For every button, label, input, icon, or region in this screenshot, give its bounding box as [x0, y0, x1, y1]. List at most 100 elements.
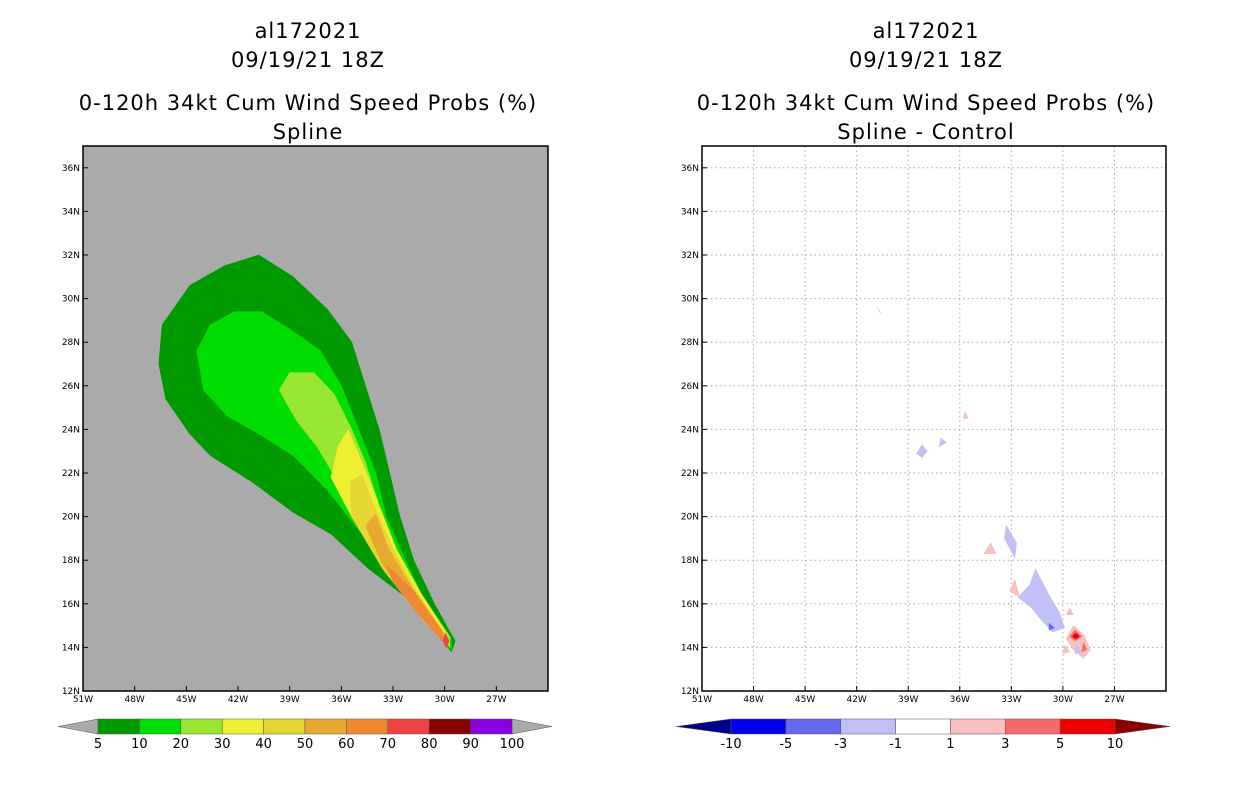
y-tick-label: 22N: [62, 469, 80, 479]
x-tick-label: 42W: [846, 695, 866, 705]
contour-level-1: [962, 411, 969, 419]
colorbar-swatch: [97, 718, 140, 735]
panel-spline: al172021 09/19/21 18Z 0-120h 34kt Cum Wi…: [57, 19, 553, 752]
x-tick-label: 33W: [1001, 695, 1021, 705]
contour-level-1: [1066, 607, 1074, 616]
colorbar-label: 60: [338, 737, 355, 752]
colorbar-label: 10: [131, 737, 148, 752]
y-tick-label: 32N: [62, 251, 80, 261]
chart-subtitle: Spline - Control: [837, 120, 1014, 144]
x-tick-label: 39W: [279, 695, 299, 705]
y-tick-label: 34N: [681, 207, 699, 217]
plot-area: 51W 48W 45W 42W 39W 36W 33W 30W 27W 12N 14N 16N 18N 2…: [62, 145, 549, 705]
colorbar-label: 80: [421, 737, 438, 752]
colorbar-swatch: [1059, 718, 1116, 735]
x-tick-label: 51W: [73, 695, 93, 705]
x-tick-label: 30W: [1053, 695, 1073, 705]
colorbar-label: 10: [1107, 737, 1124, 752]
contour-level-minus1: [938, 437, 947, 448]
colorbar-high-arrow: [1114, 718, 1171, 735]
x-tick-label: 30W: [434, 695, 454, 705]
colorbar-label: 1: [946, 737, 954, 752]
y-tick-label: 30N: [681, 295, 699, 305]
contour-level-1: [983, 542, 997, 555]
colorbar-swatch: [730, 718, 787, 735]
contour-level-minus1: [1074, 644, 1083, 655]
chart-subtitle: Spline: [273, 120, 344, 144]
y-tick-label: 14N: [62, 643, 80, 653]
colorbar-swatch: [139, 718, 182, 735]
y-tick-label: 16N: [62, 600, 80, 610]
y-tick-label: 20N: [62, 513, 80, 523]
contour-level-minus1: [1017, 568, 1065, 633]
contour-level-60: [385, 564, 447, 646]
y-tick-label: 28N: [681, 338, 699, 348]
contour-level-minus1: [916, 444, 928, 459]
colorbar-swatch: [387, 718, 430, 735]
plot-area: 51W 48W 45W 42W 39W 36W 33W 30W 27W 12N 14N 16N 18N 2…: [681, 145, 1167, 705]
colorbar-label: -10: [720, 737, 741, 752]
colorbar-swatch: [180, 718, 223, 735]
plot-frame: [701, 145, 1167, 692]
datetime-title: 09/19/21 18Z: [231, 48, 385, 72]
contour-level-minus1: [1004, 524, 1017, 559]
x-tick-label: 27W: [1104, 695, 1124, 705]
contour-level-70: [442, 632, 450, 648]
y-tick-label: 24N: [681, 425, 699, 435]
colorbar-label: 3: [1001, 737, 1009, 752]
colorbar-label: 90: [462, 737, 479, 752]
plot-background: [702, 146, 1166, 691]
y-tick-label: 26N: [681, 382, 699, 392]
colorbar-label: 30: [214, 737, 231, 752]
x-tick-label: 45W: [176, 695, 196, 705]
x-tick-label: 48W: [743, 695, 763, 705]
y-tick-label: 36N: [681, 164, 699, 174]
colorbar-low-arrow: [675, 718, 732, 735]
y-tick-label: 34N: [62, 207, 80, 217]
colorbar-label: 5: [1056, 737, 1064, 752]
colorbar-swatch: [346, 718, 389, 735]
colorbar-high-arrow: [511, 718, 553, 735]
plot-frame: [82, 145, 549, 692]
colorbar: -10 -5 -3 -1 1 3 5 10: [675, 718, 1171, 752]
colorbar-label: -1: [889, 737, 902, 752]
y-tick-label: 22N: [681, 469, 699, 479]
y-tick-label: 30N: [62, 295, 80, 305]
contour-level-1: [876, 306, 882, 315]
colorbar-swatch: [895, 718, 951, 735]
chart-title: 0-120h 34kt Cum Wind Speed Probs (%): [697, 91, 1155, 115]
storm-id-title: al172021: [255, 19, 362, 43]
y-tick-label: 18N: [62, 556, 80, 566]
x-tick-label: 27W: [486, 695, 506, 705]
y-tick-label: 28N: [62, 338, 80, 348]
colorbar-swatch: [470, 718, 513, 735]
y-tick-label: 12N: [62, 687, 80, 697]
storm-id-title: al172021: [873, 19, 980, 43]
colorbar-swatch: [785, 718, 841, 735]
x-tick-label: 36W: [331, 695, 351, 705]
x-tick-label: 39W: [898, 695, 918, 705]
colorbar-swatch: [840, 718, 896, 735]
colorbar-swatch: [221, 718, 264, 735]
colorbar-label: 100: [500, 737, 525, 752]
colorbar-swatch: [1005, 718, 1061, 735]
colorbar: 5 10 20 30 40 50 60 70 80 90 100: [57, 718, 553, 752]
x-tick-label: 42W: [228, 695, 248, 705]
y-tick-label: 24N: [62, 425, 80, 435]
y-tick-label: 18N: [681, 556, 699, 566]
colorbar-label: 70: [380, 737, 397, 752]
contour-level-3: [1081, 642, 1088, 653]
contour-level-minus3: [1048, 623, 1055, 631]
colorbar-swatch: [304, 718, 347, 735]
x-tick-label: 51W: [692, 695, 712, 705]
colorbar-swatch: [263, 718, 306, 735]
datetime-title: 09/19/21 18Z: [849, 48, 1003, 72]
x-tick-label: 36W: [950, 695, 970, 705]
colorbar-label: -5: [779, 737, 792, 752]
contour-level-1: [1009, 579, 1021, 598]
panel-spline-minus-control: al172021 09/19/21 18Z 0-120h 34kt Cum Wi…: [675, 19, 1171, 752]
colorbar-label: 50: [297, 737, 314, 752]
x-tick-label: 33W: [383, 695, 403, 705]
x-tick-label: 48W: [124, 695, 144, 705]
